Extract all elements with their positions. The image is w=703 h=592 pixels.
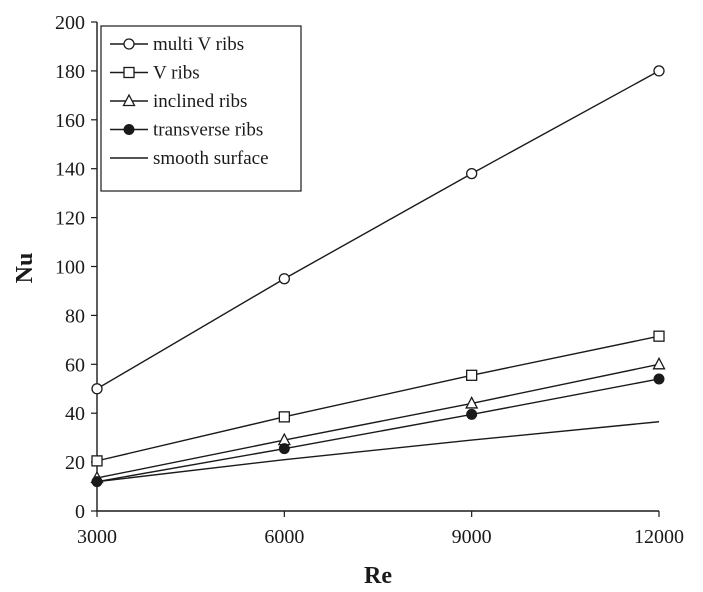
- axes: 0 20 40 60 80 100 120 140 160 180 200 3000 6000 9000 1…: [55, 12, 684, 548]
- series-smooth-surface: [96, 421, 660, 483]
- y-axis-label: Nu: [12, 253, 38, 284]
- legend: multi V ribs V ribs inclined ribs transvers…: [100, 25, 302, 192]
- legend-item-inclined-ribs: inclined ribs: [110, 91, 247, 112]
- legend-marker: [123, 124, 135, 135]
- y-tick-label: 100: [55, 257, 85, 279]
- legend-marker: [123, 38, 135, 50]
- series-line-v-ribs: [96, 335, 660, 462]
- legend-label: multi V ribs: [153, 34, 244, 55]
- y-tick-label: 140: [55, 159, 85, 181]
- series-line-transverse-ribs: [96, 378, 660, 483]
- data-point-transverse-ribs: [466, 408, 478, 420]
- y-tick-label: 60: [65, 354, 85, 376]
- legend-box: [100, 25, 302, 192]
- legend-item-transverse-ribs: transverse ribs: [110, 120, 263, 141]
- legend-label: inclined ribs: [153, 91, 247, 112]
- legend-label: V ribs: [153, 63, 200, 84]
- x-tick-label: 12000: [634, 526, 684, 548]
- data-point-multi-v-ribs: [91, 383, 103, 395]
- data-point-v-ribs: [91, 455, 103, 467]
- legend-marker: [123, 66, 135, 79]
- x-tick-label: 6000: [264, 526, 304, 548]
- data-point-v-ribs: [278, 411, 290, 423]
- series-multi-v-ribs: [91, 65, 665, 395]
- y-tick-label: 40: [65, 403, 85, 425]
- legend-marker: [122, 93, 136, 107]
- legend-label: smooth surface: [153, 148, 269, 169]
- data-point-transverse-ribs: [653, 373, 665, 385]
- data-point-inclined-ribs: [465, 396, 479, 409]
- y-tick-label: 180: [55, 61, 85, 83]
- data-point-v-ribs: [466, 369, 478, 381]
- legend-item-smooth-surface: smooth surface: [110, 148, 269, 169]
- series-line-multi-v-ribs: [96, 70, 660, 390]
- data-point-multi-v-ribs: [466, 167, 478, 180]
- series-line-smooth-surface: [96, 421, 660, 483]
- series-v-ribs: [91, 330, 665, 467]
- x-axis-label: Re: [364, 563, 392, 589]
- data-point-v-ribs: [653, 330, 665, 342]
- x-tick-label: 9000: [452, 526, 492, 548]
- data-point-inclined-ribs: [652, 356, 666, 370]
- y-tick-label: 200: [55, 12, 85, 34]
- y-tick-label: 80: [65, 305, 85, 327]
- data-point-multi-v-ribs: [653, 65, 665, 77]
- y-tick-label: 160: [55, 110, 85, 132]
- series-line-inclined-ribs: [96, 363, 660, 479]
- data-point-transverse-ribs: [278, 443, 290, 455]
- y-tick-label: 20: [65, 452, 85, 474]
- legend-item-multi-v-ribs: multi V ribs: [110, 34, 244, 55]
- data-series: [90, 65, 666, 488]
- legend-label: transverse ribs: [153, 120, 263, 141]
- legend-item-v-ribs: V ribs: [110, 63, 200, 84]
- y-tick-label: 120: [55, 208, 85, 230]
- data-point-multi-v-ribs: [278, 273, 290, 285]
- x-tick-label: 3000: [77, 526, 117, 548]
- y-tick-label: 0: [75, 501, 85, 523]
